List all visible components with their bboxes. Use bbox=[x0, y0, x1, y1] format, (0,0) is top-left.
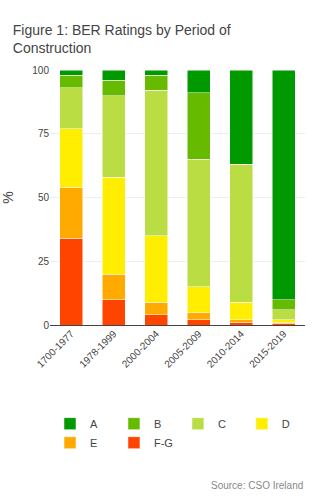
svg-text:50: 50 bbox=[38, 192, 50, 203]
svg-text:Source: CSO Ireland: Source: CSO Ireland bbox=[211, 480, 303, 491]
svg-text:Figure 1: BER Ratings by Perio: Figure 1: BER Ratings by Period ofConstr… bbox=[13, 22, 231, 56]
svg-text:1978-1999: 1978-1999 bbox=[77, 328, 119, 370]
svg-text:1700-1977: 1700-1977 bbox=[35, 328, 77, 370]
svg-text:D: D bbox=[282, 418, 290, 430]
svg-text:2015-2019: 2015-2019 bbox=[247, 328, 289, 370]
svg-text:2000-2004: 2000-2004 bbox=[120, 328, 162, 370]
svg-text:2005-2009: 2005-2009 bbox=[162, 328, 204, 370]
svg-text:%: % bbox=[0, 191, 16, 203]
svg-text:C: C bbox=[218, 418, 226, 430]
svg-text:25: 25 bbox=[38, 256, 50, 267]
svg-text:100: 100 bbox=[32, 65, 49, 76]
svg-text:0: 0 bbox=[43, 320, 49, 331]
svg-text:F-G: F-G bbox=[154, 437, 173, 449]
svg-text:2010-2014: 2010-2014 bbox=[205, 328, 247, 370]
svg-text:75: 75 bbox=[38, 128, 50, 139]
svg-text:A: A bbox=[90, 418, 98, 430]
svg-text:B: B bbox=[154, 418, 161, 430]
svg-text:E: E bbox=[90, 437, 97, 449]
